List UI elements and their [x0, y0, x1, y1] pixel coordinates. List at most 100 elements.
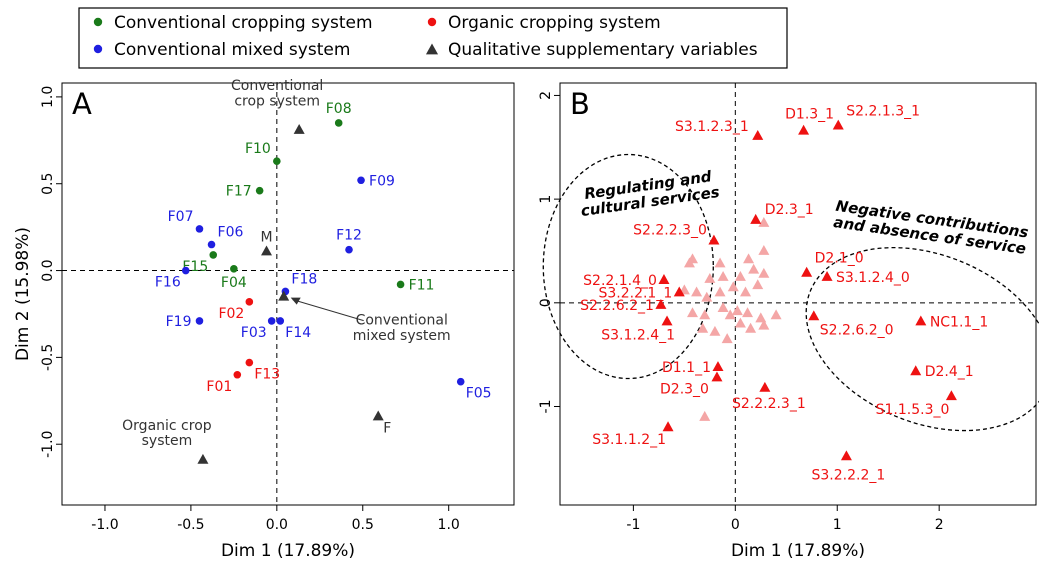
modality-point	[840, 450, 852, 461]
supplementary-point	[293, 123, 305, 134]
modality-point	[801, 266, 813, 277]
point-f19	[195, 317, 204, 325]
group-ellipse-left	[542, 153, 714, 380]
point-label: M	[260, 229, 272, 245]
point-label: F08	[326, 101, 352, 117]
modality-label: S1.1.5.3_0	[876, 402, 950, 418]
modality-point-faint	[758, 217, 770, 227]
panel-label: B	[570, 87, 590, 121]
point-label: F13	[254, 367, 280, 383]
point-f14	[276, 317, 285, 325]
modality-point-faint	[770, 309, 782, 320]
modality-label: S3.2.2.1_1	[598, 285, 672, 301]
supplementary-point	[197, 453, 209, 464]
modality-point	[915, 315, 927, 326]
group-ellipse-right	[805, 246, 1039, 432]
y-tick-label: 1.0	[40, 86, 56, 108]
supplementary-point	[278, 290, 290, 301]
modality-point-faint	[734, 270, 746, 281]
x-tick-label: 0	[731, 517, 740, 533]
y-axis-label: Dim 2 (15.98%)	[13, 227, 33, 361]
point-label: F18	[291, 271, 317, 287]
modality-point-faint	[734, 317, 746, 328]
modality-label: S3.2.2.2_1	[812, 467, 886, 483]
point-f05	[456, 377, 465, 386]
modality-point-faint	[714, 257, 726, 268]
modality-point-faint	[687, 307, 699, 318]
x-tick-label: -1.0	[91, 517, 118, 533]
point-label: F10	[245, 141, 271, 157]
legend-marker	[425, 43, 439, 55]
modality-point	[798, 124, 810, 135]
modality-point-faint	[748, 263, 760, 274]
x-tick-label: 0.5	[352, 517, 374, 533]
x-axis-label: Dim 1 (17.89%)	[731, 541, 865, 561]
x-tick-label: 1	[833, 517, 842, 533]
point-label: F19	[166, 314, 192, 330]
point-label: F14	[285, 325, 311, 341]
y-tick-label: 0.0	[40, 259, 56, 281]
x-tick-label: 1.0	[438, 517, 460, 533]
modality-point-faint	[758, 267, 770, 278]
modality-label: S3.1.2.3_1	[675, 119, 749, 135]
modality-point	[750, 213, 762, 224]
point-f12	[345, 245, 353, 254]
modality-point-faint	[742, 307, 754, 318]
modality-point	[673, 286, 685, 297]
y-tick-label: 2	[538, 91, 554, 100]
modality-point-faint	[701, 291, 713, 302]
panel-label: A	[72, 87, 92, 121]
point-label: F02	[218, 306, 244, 322]
point-f04	[230, 265, 238, 273]
point-label: F04	[221, 275, 247, 291]
legend-marker	[93, 17, 103, 27]
x-tick-label: 2	[935, 517, 944, 533]
modality-point-faint	[697, 322, 709, 333]
point-label: Conventional mixed system	[353, 313, 451, 344]
modality-label: D2.3_1	[765, 202, 814, 218]
modality-label: D1.1_1	[662, 360, 711, 376]
modality-label: NC1.1_1	[930, 314, 988, 330]
y-tick-label: 0	[538, 298, 554, 307]
point-label: F17	[226, 184, 252, 200]
y-tick-label: -1.0	[40, 431, 56, 458]
modality-point-faint	[721, 333, 733, 344]
modality-point-faint	[745, 322, 757, 333]
point-label: F06	[218, 225, 244, 241]
point-label: F	[383, 420, 391, 436]
modality-point-faint	[699, 410, 711, 421]
modality-point-faint	[755, 312, 767, 323]
modality-label: S3.1.2.4_1	[601, 327, 675, 343]
modality-point-faint	[724, 309, 736, 320]
modality-label: D2.1_0	[815, 251, 864, 267]
modality-point-faint	[731, 305, 743, 316]
modality-point-faint	[758, 319, 770, 330]
point-label: F07	[168, 209, 194, 225]
modality-point-faint	[704, 273, 716, 283]
modality-point-faint	[740, 286, 752, 297]
point-label: F03	[241, 325, 267, 341]
plot-frame	[61, 82, 515, 506]
modality-label: D2.3_0	[660, 381, 709, 397]
legend-label: Conventional cropping system	[114, 13, 373, 33]
point-label: Organic crop system	[122, 418, 212, 449]
legend-marker	[427, 17, 437, 27]
annotation-negative: Negative contributionsand absence of ser…	[832, 197, 1029, 258]
point-label: F16	[155, 275, 181, 291]
modality-point-faint	[699, 309, 711, 320]
modality-point	[708, 234, 720, 245]
modality-point	[661, 315, 673, 326]
annotation-arrow	[292, 299, 364, 322]
legend-label: Conventional mixed system	[114, 40, 350, 60]
modality-point	[945, 390, 957, 401]
modality-point	[752, 129, 764, 140]
modality-point	[658, 274, 670, 284]
modality-point-faint	[743, 253, 755, 264]
modality-label: S2.2.6.2_1	[580, 298, 654, 314]
supplementary-point	[261, 245, 273, 256]
modality-label: S2.2.1.4_0	[583, 273, 657, 289]
point-label: F05	[466, 386, 492, 402]
modality-point	[711, 371, 723, 382]
point-f13	[245, 358, 254, 367]
